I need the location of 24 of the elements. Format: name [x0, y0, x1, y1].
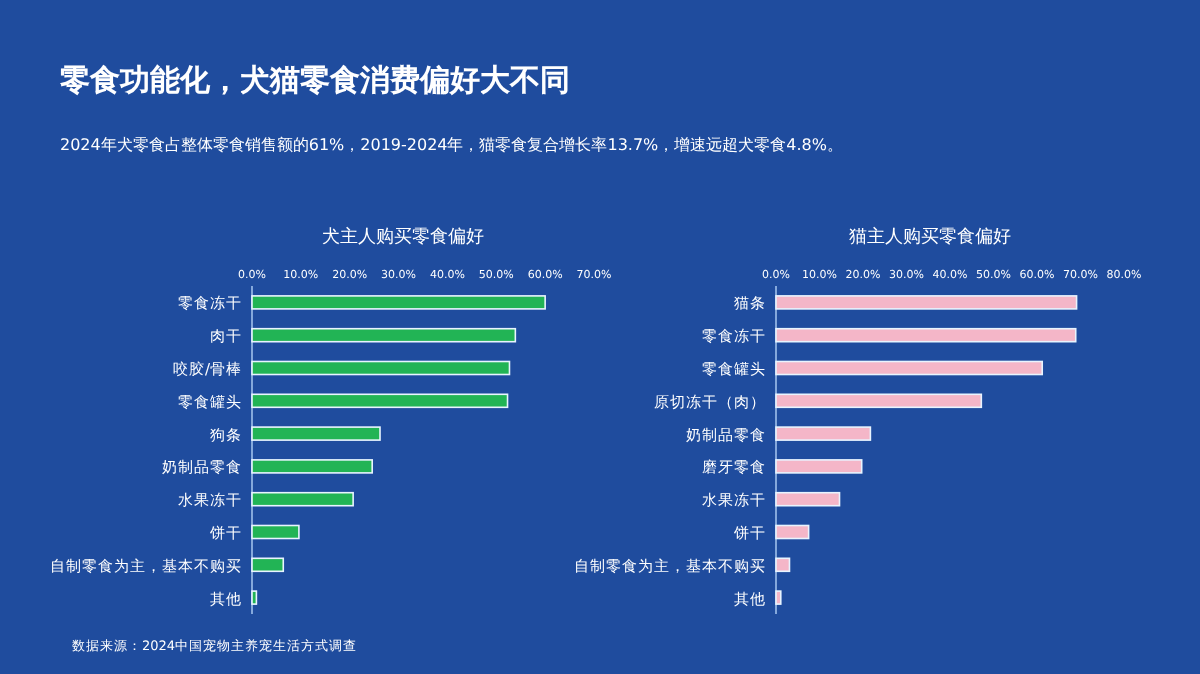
bar — [251, 295, 546, 310]
bar — [251, 393, 509, 409]
bar — [775, 524, 810, 540]
bar — [775, 327, 1077, 343]
bar — [775, 491, 841, 507]
bar — [775, 426, 872, 441]
bar — [251, 426, 381, 441]
text: 2024年犬零食占整体零食销售额的61%，2019-2024年，猫零食复合增长率13.7%，增速远超犬零食4.8%。 — [60, 136, 843, 154]
bar — [775, 360, 1044, 376]
chart-title: 犬主人购买零食偏好 — [322, 226, 484, 248]
bar — [775, 459, 863, 474]
bar — [251, 491, 354, 507]
bar — [251, 459, 373, 474]
bar — [251, 557, 285, 573]
text: 零食功能化，犬猫零食消费偏好大不同 — [60, 62, 570, 98]
chart-title: 猫主人购买零食偏好 — [849, 226, 1011, 248]
bar — [251, 524, 300, 540]
bar — [251, 360, 511, 376]
bar — [775, 590, 782, 605]
bar — [775, 393, 983, 409]
bar — [251, 327, 517, 343]
bar — [251, 590, 258, 605]
bar — [775, 295, 1078, 310]
bar — [775, 557, 791, 573]
